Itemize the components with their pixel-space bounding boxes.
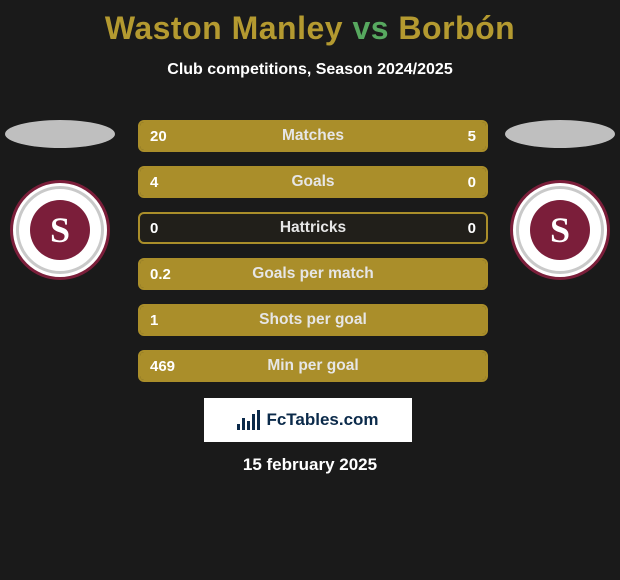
stat-label: Goals [140, 168, 486, 196]
club-badge-right: S [510, 180, 610, 280]
brand-bars-icon [237, 410, 260, 430]
stat-value-right: 0 [468, 214, 476, 242]
stat-row: 4Goals0 [138, 166, 488, 198]
stat-label: Min per goal [140, 352, 486, 380]
badge-letter: S [530, 200, 590, 260]
club-badge-left: S [10, 180, 110, 280]
stat-value-right: 0 [468, 168, 476, 196]
stat-value-right: 5 [468, 122, 476, 150]
brand-text: FcTables.com [266, 410, 378, 430]
stat-label: Goals per match [140, 260, 486, 288]
stat-label: Shots per goal [140, 306, 486, 334]
title-vs: vs [343, 10, 398, 46]
left-player-column: S [0, 110, 120, 280]
infographic: Waston Manley vs Borbón Club competition… [0, 0, 620, 580]
stats-bars: 20Matches54Goals00Hattricks00.2Goals per… [138, 120, 488, 396]
subtitle: Club competitions, Season 2024/2025 [0, 61, 620, 79]
stat-row: 0Hattricks0 [138, 212, 488, 244]
page-title: Waston Manley vs Borbón [0, 0, 620, 47]
stat-row: 20Matches5 [138, 120, 488, 152]
brand-box: FcTables.com [204, 398, 412, 442]
player-oval-right [505, 120, 615, 148]
date-label: 15 february 2025 [0, 455, 620, 475]
title-player2: Borbón [398, 10, 515, 46]
stat-row: 0.2Goals per match [138, 258, 488, 290]
badge-letter: S [30, 200, 90, 260]
player-oval-left [5, 120, 115, 148]
right-player-column: S [500, 110, 620, 280]
stat-label: Matches [140, 122, 486, 150]
title-player1: Waston Manley [105, 10, 343, 46]
stat-label: Hattricks [140, 214, 486, 242]
stat-row: 1Shots per goal [138, 304, 488, 336]
stat-row: 469Min per goal [138, 350, 488, 382]
